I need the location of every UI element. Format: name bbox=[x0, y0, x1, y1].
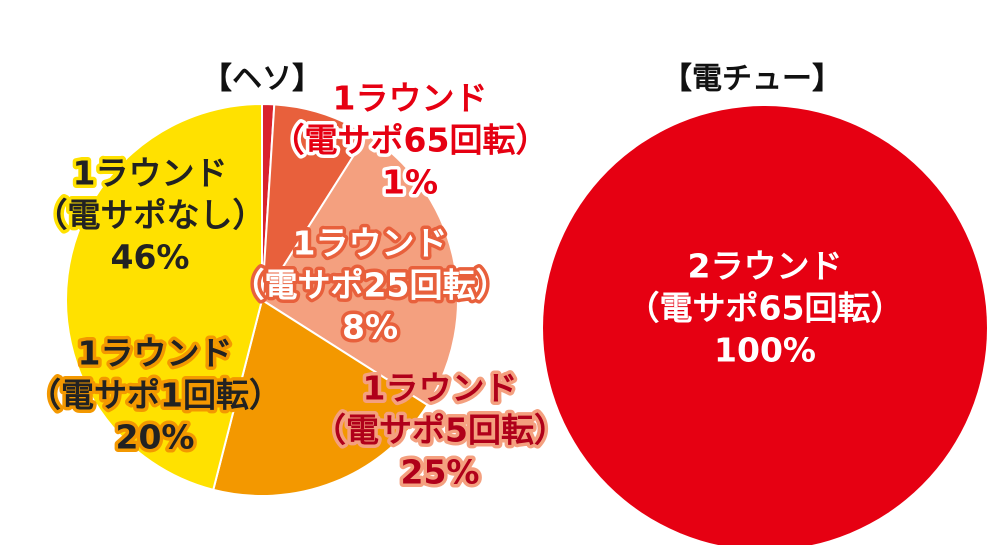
pie bbox=[543, 106, 987, 545]
pie-slice bbox=[543, 106, 987, 545]
pie bbox=[65, 102, 459, 497]
slice-label: （電サポ65回転） bbox=[272, 121, 549, 160]
slice-label: （電サポ1回転） bbox=[28, 376, 282, 415]
value-label: 100% bbox=[714, 331, 816, 370]
slice-label: 1ラウンド bbox=[333, 79, 488, 118]
slice-label: 1ラウンド bbox=[363, 369, 518, 408]
value-label: 46% bbox=[111, 238, 190, 277]
chart-title: 【ヘソ】 bbox=[202, 62, 322, 97]
pie-slice bbox=[261, 103, 369, 301]
slice-label: 1ラウンド bbox=[73, 154, 228, 193]
pie-slice bbox=[260, 133, 459, 407]
slice-label: （電サポ5回転） bbox=[313, 411, 567, 450]
chart-title: 【電チュー】 bbox=[662, 62, 842, 97]
slice-label: （電サポ25回転） bbox=[232, 266, 509, 305]
slice-label: （電サポ65回転） bbox=[627, 289, 904, 328]
pie-slice bbox=[65, 102, 263, 492]
value-label: 20% bbox=[116, 418, 195, 457]
slice-label: （電サポなし） bbox=[35, 196, 266, 235]
value-label: 25% bbox=[401, 453, 480, 492]
value-label: 8% bbox=[342, 308, 398, 347]
slice-label: 1ラウンド bbox=[78, 334, 233, 373]
pie-slice bbox=[212, 298, 429, 497]
value-label: 1% bbox=[382, 163, 438, 202]
slice-label: 1ラウンド bbox=[293, 224, 448, 263]
slice-label: 2ラウンド bbox=[688, 247, 843, 286]
